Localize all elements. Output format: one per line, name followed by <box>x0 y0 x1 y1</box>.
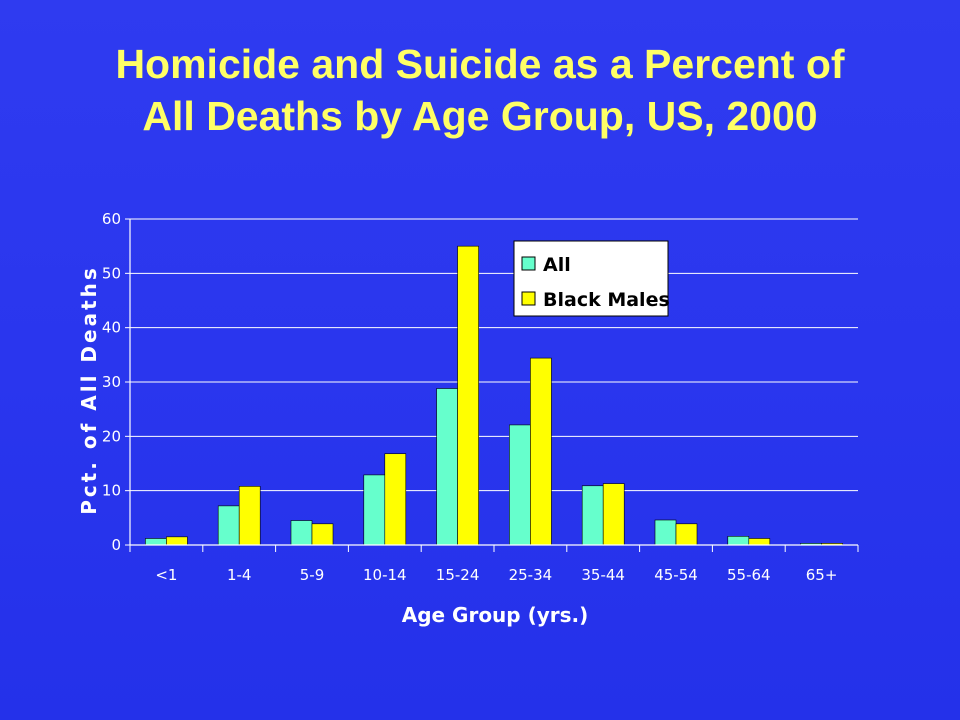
x-tick-label: 35-44 <box>581 566 625 584</box>
bar-black-males <box>238 486 261 546</box>
bar-black-males <box>384 453 407 546</box>
bar-all <box>581 485 604 546</box>
x-tick-label: 25-34 <box>509 566 553 584</box>
bar-black-males <box>530 357 552 546</box>
x-tick-label: 65+ <box>806 566 838 584</box>
y-tick-label: 50 <box>102 264 121 282</box>
x-tick-label: 45-54 <box>654 566 698 584</box>
x-tick-label: 55-64 <box>727 566 771 584</box>
bar-all <box>363 474 386 546</box>
legend: All Black Males <box>513 240 670 317</box>
x-axis-title: Age Group (yrs.) <box>402 603 589 627</box>
legend-label-black-males: Black Males <box>543 289 670 311</box>
y-tick-label: 10 <box>102 482 121 500</box>
chart-title-line-1: Homicide and Suicide as a Percent of <box>115 41 845 87</box>
bar-all <box>145 538 167 546</box>
bars <box>145 245 843 546</box>
y-tick-label: 0 <box>111 536 121 554</box>
bar-black-males <box>602 483 625 546</box>
bar-black-males <box>748 538 771 546</box>
y-axis-title: Pct. of All Deaths <box>77 265 101 515</box>
x-tick-label: 1-4 <box>227 566 252 584</box>
y-tick-label: 60 <box>102 210 121 228</box>
bar-black-males <box>311 523 334 546</box>
y-tick-label: 20 <box>102 427 121 445</box>
bar-all <box>654 519 677 546</box>
bar-all <box>727 536 750 546</box>
x-tick-labels: <1 1-4 5-9 10-14 15-24 25-34 35-44 45-54 55-64 65… <box>155 566 837 584</box>
gridlines <box>130 218 858 492</box>
bar-all <box>509 424 531 546</box>
bar-all <box>290 520 313 546</box>
y-tick-labels: 0 10 20 30 40 50 60 <box>102 210 121 554</box>
bar-black-males <box>675 523 698 546</box>
legend-label-all: All <box>543 254 571 276</box>
x-tick-label: 15-24 <box>436 566 480 584</box>
legend-box <box>513 240 669 317</box>
chart-title-line-2: All Deaths by Age Group, US, 2000 <box>142 93 818 139</box>
legend-swatch-black-males <box>521 291 536 306</box>
legend-swatch-all <box>521 256 536 271</box>
y-tick-label: 40 <box>102 319 121 337</box>
x-tick-label: 10-14 <box>363 566 407 584</box>
chart-title: Homicide and Suicide as a Percent of All… <box>20 38 940 142</box>
axes <box>125 218 859 552</box>
x-tick-label: <1 <box>155 566 177 584</box>
y-tick-label: 30 <box>102 373 121 391</box>
bar-all <box>436 388 458 546</box>
bar-black-males <box>166 536 188 546</box>
bar-black-males <box>457 245 479 546</box>
x-tick-label: 5-9 <box>300 566 325 584</box>
bar-all <box>217 505 240 546</box>
